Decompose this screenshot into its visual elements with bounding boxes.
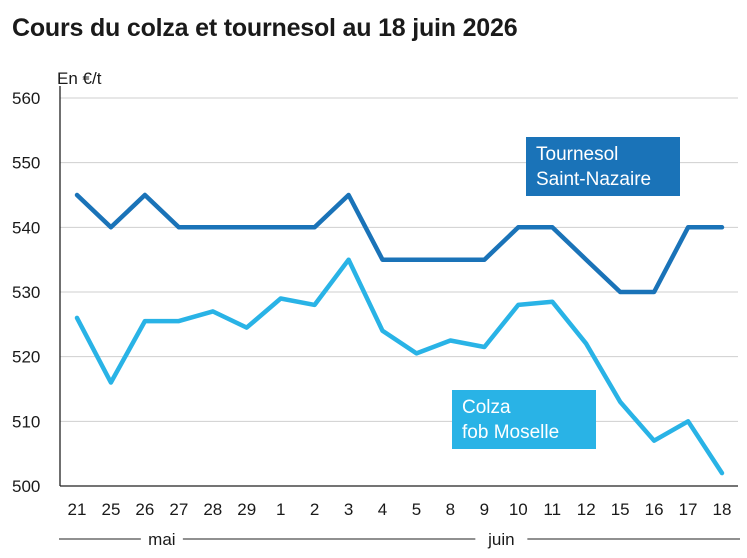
legend-label: Saint-Nazaire <box>536 169 651 190</box>
series-line-1 <box>74 257 725 476</box>
y-tick-label: 530 <box>12 283 40 302</box>
x-tick-label: 15 <box>611 500 630 519</box>
y-axis: 500 510 520 530 540 550 560 En €/t <box>12 69 102 496</box>
y-tick-label: 550 <box>12 154 40 173</box>
x-tick-label: 3 <box>344 500 353 519</box>
x-tick-label: 5 <box>412 500 421 519</box>
series-line-0 <box>74 192 725 295</box>
x-tick-label: 2 <box>310 500 319 519</box>
x-tick-label: 26 <box>135 500 154 519</box>
x-tick-label: 12 <box>577 500 596 519</box>
x-tick-label: 27 <box>169 500 188 519</box>
series-lines <box>74 192 725 476</box>
x-tick-label: 17 <box>679 500 698 519</box>
x-tick-label: 10 <box>509 500 528 519</box>
y-tick-label: 560 <box>12 89 40 108</box>
legend-box-1 <box>452 390 596 449</box>
x-tick-label: 1 <box>276 500 285 519</box>
legend-label: Colza <box>462 397 511 418</box>
x-tick-label: 18 <box>713 500 732 519</box>
legend-label: fob Moselle <box>462 422 559 443</box>
x-axis-groups: mai juin <box>59 530 740 549</box>
x-tick-label: 11 <box>543 500 561 519</box>
x-tick-label: 8 <box>446 500 455 519</box>
legend-label: Tournesol <box>536 144 618 165</box>
x-tick-label: 4 <box>378 500 387 519</box>
y-tick-label: 510 <box>12 412 40 431</box>
y-axis-unit-label: En €/t <box>57 69 102 88</box>
chart-title: Cours du colza et tournesol au 18 juin 2… <box>12 14 518 42</box>
y-tick-label: 500 <box>12 477 40 496</box>
x-tick-label: 28 <box>203 500 222 519</box>
x-group-label: juin <box>487 530 514 549</box>
y-tick-label: 520 <box>12 348 40 367</box>
x-group-label: mai <box>148 530 175 549</box>
legend-box-0 <box>526 137 680 196</box>
x-tick-label: 9 <box>480 500 489 519</box>
x-tick-label: 25 <box>101 500 120 519</box>
x-tick-label: 29 <box>237 500 256 519</box>
grid <box>59 86 738 487</box>
x-tick-label: 16 <box>645 500 664 519</box>
legend: Tournesol Saint-Nazaire Colza fob Moselle <box>452 137 680 449</box>
x-axis: 21 25 26 27 28 29 1 2 3 4 5 8 9 10 11 12 15 16 17 18 <box>68 500 732 519</box>
y-tick-label: 540 <box>12 218 40 237</box>
x-tick-label: 21 <box>68 500 87 519</box>
